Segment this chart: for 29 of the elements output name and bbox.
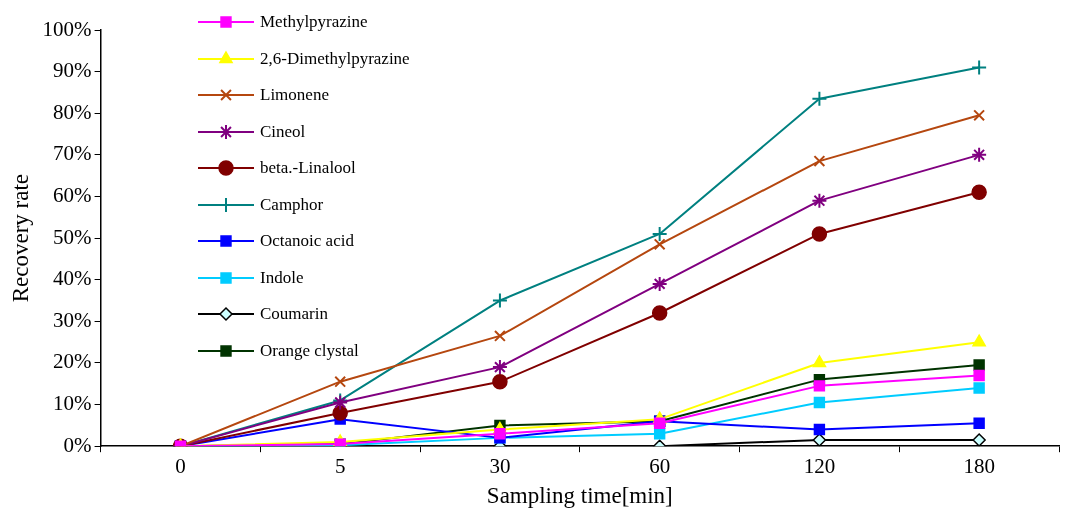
y-tick-label: 10%: [53, 391, 92, 416]
x-tick-label: 0: [175, 454, 186, 479]
y-tick-label: 80%: [53, 99, 92, 124]
y-tick-label: 70%: [53, 141, 92, 166]
legend-label: Orange clystal: [260, 340, 359, 361]
legend-label: Limonene: [260, 85, 329, 106]
y-tick-label: 100%: [42, 16, 92, 41]
legend-label: Camphor: [260, 194, 324, 215]
y-tick-label: 30%: [53, 307, 92, 332]
legend-label: 2,6-Dimethylpyrazine: [260, 48, 410, 69]
x-tick-label: 120: [803, 454, 836, 479]
legend-label: beta.-Linalool: [260, 158, 356, 179]
y-tick-label: 60%: [53, 183, 92, 207]
y-tick-label: 40%: [53, 266, 92, 291]
x-tick-label: 180: [963, 454, 995, 479]
y-tick-label: 20%: [53, 349, 92, 374]
y-tick-label: 50%: [53, 224, 92, 249]
legend-label: Methylpyrazine: [260, 12, 368, 33]
legend-label: Cineol: [260, 121, 306, 142]
legend-label: Octanoic acid: [260, 231, 354, 252]
legend-label: Indole: [260, 267, 304, 288]
x-tick-label: 30: [489, 454, 511, 479]
y-axis-title: Recovery rate: [7, 173, 33, 303]
y-tick-label: 0%: [63, 432, 92, 457]
x-tick-label: 60: [649, 454, 671, 479]
legend-label: Coumarin: [260, 304, 328, 325]
x-axis-title: Sampling time[min]: [486, 483, 673, 509]
y-tick-label: 90%: [53, 58, 92, 83]
x-tick-label: 5: [334, 454, 346, 479]
